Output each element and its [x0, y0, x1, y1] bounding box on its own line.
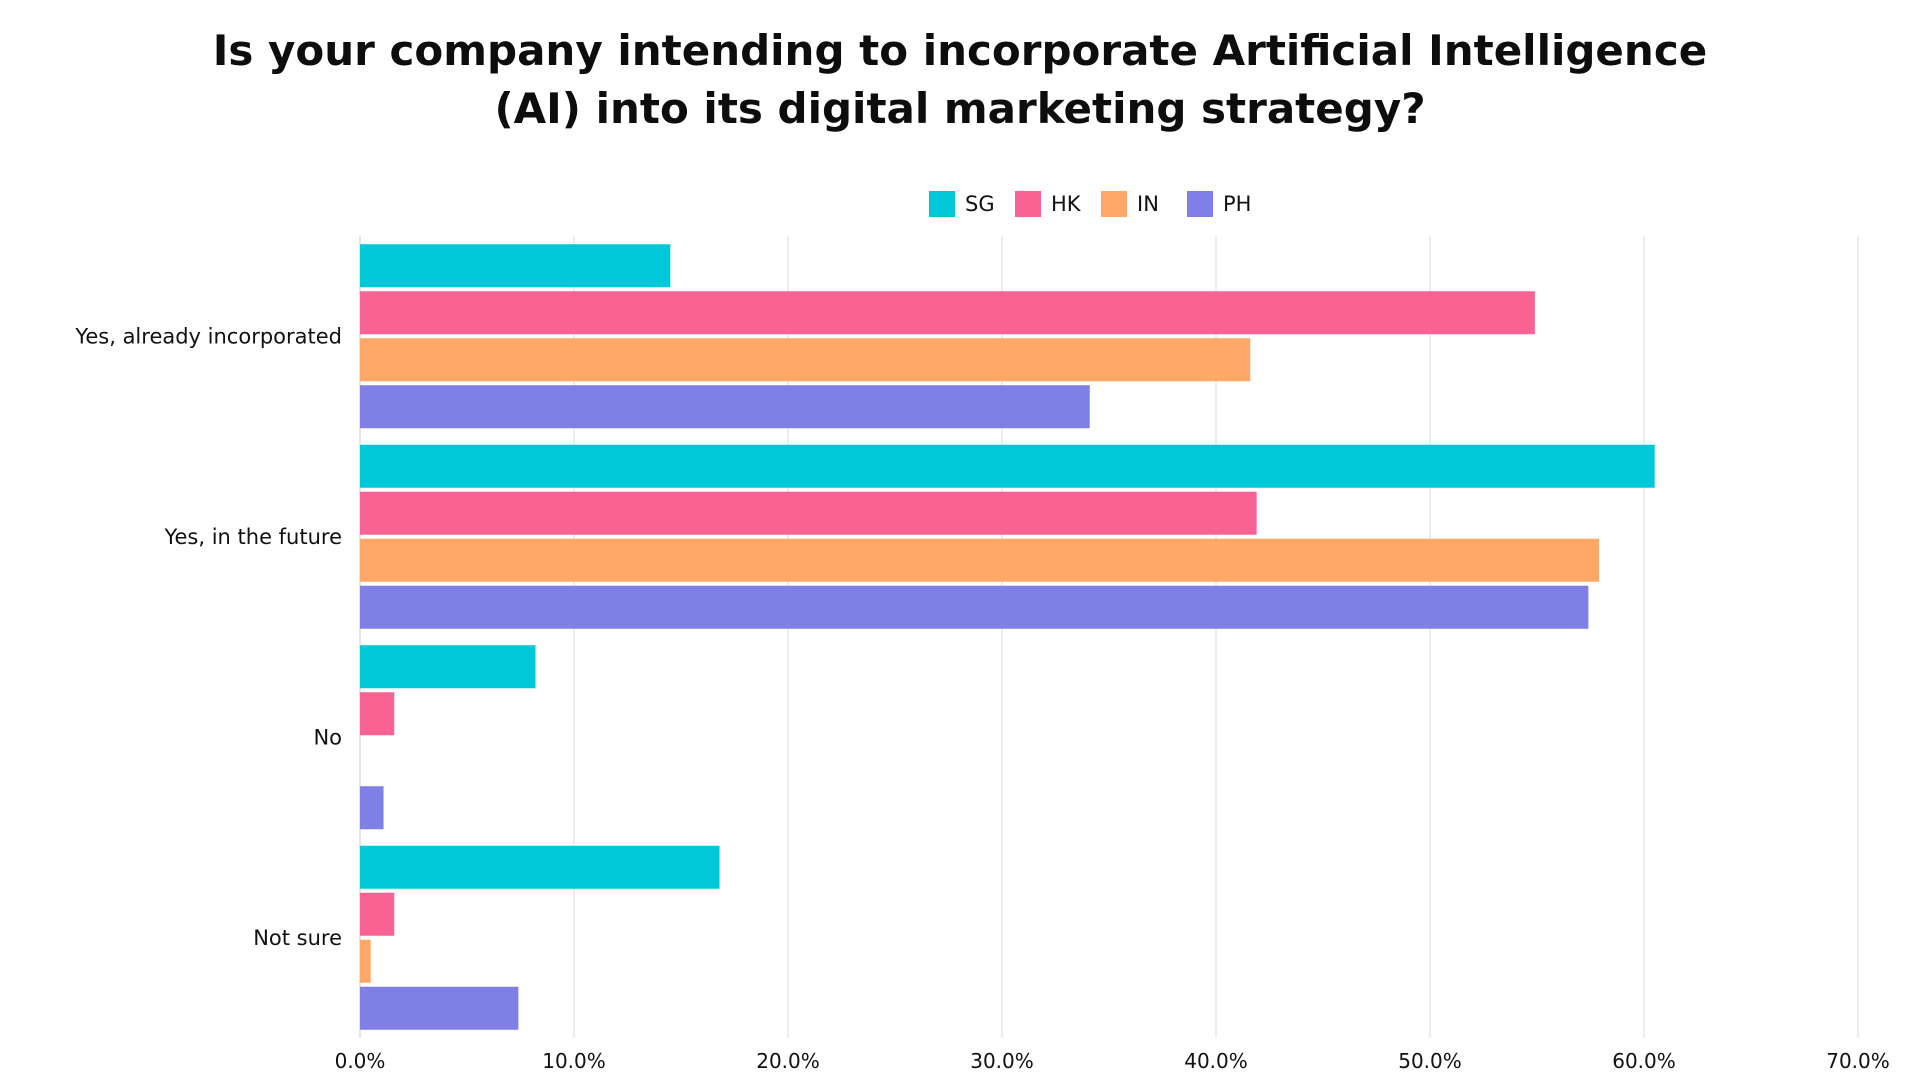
x-tick-label: 40.0% — [1184, 1049, 1248, 1073]
y-axis: Yes, already incorporated Yes, in the fut… — [74, 324, 342, 950]
chart-title-line-2: (AI) into its digital marketing strategy… — [494, 84, 1426, 133]
x-tick-label: 60.0% — [1612, 1049, 1676, 1073]
x-tick-label: 70.0% — [1826, 1049, 1890, 1073]
category-label: No — [313, 725, 342, 749]
bar-ph-2 — [360, 786, 384, 830]
legend-label: HK — [1051, 192, 1082, 216]
bar-ph-3 — [360, 986, 519, 1030]
category-label: Yes, already incorporated — [74, 324, 342, 348]
bar-ph-0 — [360, 385, 1090, 429]
bar-hk-0 — [360, 291, 1535, 335]
bar-sg-1 — [360, 444, 1655, 488]
bar-in-1 — [360, 538, 1600, 582]
x-tick-label: 0.0% — [335, 1049, 386, 1073]
bar-in-0 — [360, 338, 1251, 382]
legend-swatch — [1101, 191, 1127, 217]
x-tick-label: 50.0% — [1398, 1049, 1462, 1073]
bar-sg-3 — [360, 845, 720, 889]
legend-swatch — [929, 191, 955, 217]
chart-title: Is your company intending to incorporate… — [160, 22, 1760, 138]
bars — [360, 244, 1655, 1030]
legend-item-sg: SG — [929, 191, 995, 217]
bar-sg-2 — [360, 645, 536, 689]
legend-swatch — [1187, 191, 1213, 217]
x-tick-label: 30.0% — [970, 1049, 1034, 1073]
category-label: Not sure — [253, 926, 342, 950]
bar-sg-0 — [360, 244, 671, 288]
bar-hk-1 — [360, 491, 1257, 535]
legend-item-in: IN — [1101, 191, 1159, 217]
bar-in-3 — [360, 939, 371, 983]
legend-label: SG — [965, 192, 995, 216]
bar-ph-1 — [360, 585, 1589, 629]
legend-item-hk: HK — [1015, 191, 1082, 217]
x-tick-label: 20.0% — [756, 1049, 820, 1073]
x-axis: 0.0% 10.0% 20.0% 30.0% 40.0% 50.0% 60.0% 70.0% — [335, 1049, 1890, 1073]
bar-hk-3 — [360, 892, 395, 936]
legend: SG HK IN PH — [929, 191, 1251, 217]
legend-label: PH — [1223, 192, 1251, 216]
legend-swatch — [1015, 191, 1041, 217]
x-tick-label: 10.0% — [542, 1049, 606, 1073]
legend-item-ph: PH — [1187, 191, 1251, 217]
category-label: Yes, in the future — [163, 525, 342, 549]
legend-label: IN — [1137, 192, 1159, 216]
bar-hk-2 — [360, 692, 395, 736]
chart-title-line-1: Is your company intending to incorporate… — [212, 26, 1708, 75]
